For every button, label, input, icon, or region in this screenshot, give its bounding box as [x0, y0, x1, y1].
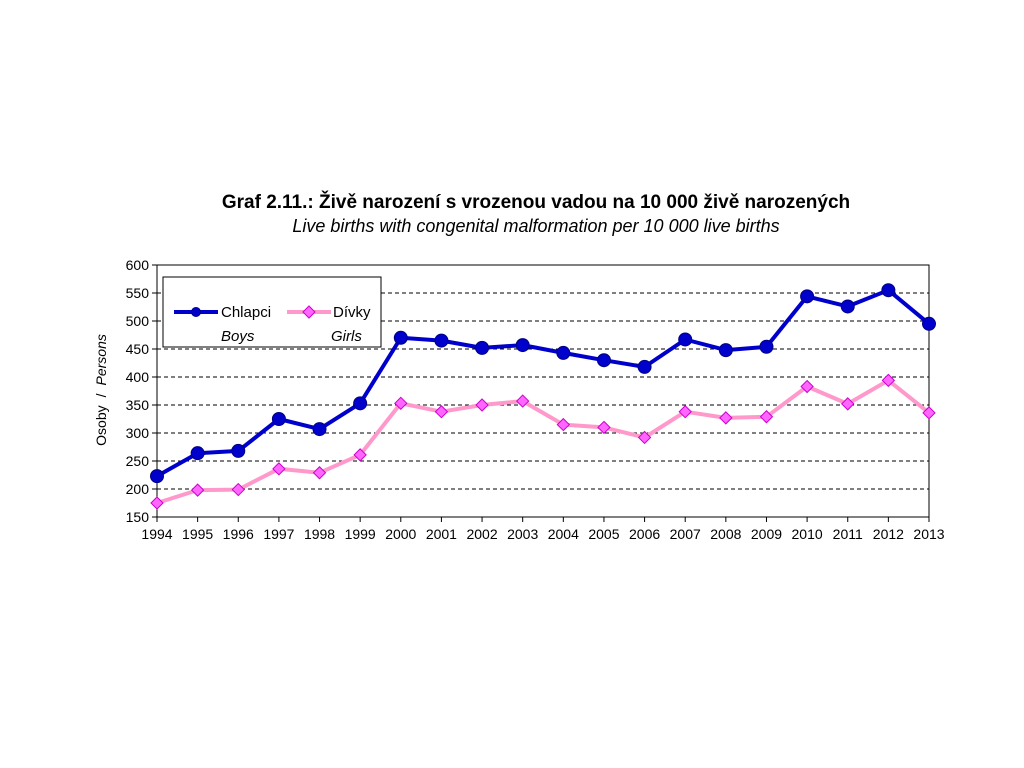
data-point-girls	[434, 405, 449, 419]
series-line-1	[156, 378, 931, 505]
data-point-girls	[150, 496, 164, 510]
data-point-girls	[475, 398, 489, 412]
data-point-boys	[840, 299, 855, 314]
data-point-girls	[190, 483, 205, 497]
legend-boys-marker	[191, 307, 201, 317]
y-axis-label: Osoby / Persons	[93, 334, 109, 446]
data-point-girls	[231, 482, 245, 497]
chart-title: Graf 2.11.: Živě narození s vrozenou vad…	[222, 191, 850, 213]
x-tick-label: 2005	[588, 526, 619, 542]
y-tick-label: 450	[126, 341, 150, 357]
chart-subtitle: Live births with congenital malformation…	[292, 216, 779, 236]
legend-girls-label: Dívky	[333, 304, 371, 321]
x-tick-label: 1997	[263, 526, 294, 542]
y-axis-ticks: 150 200 250 300 350 400 450 500 550 600	[126, 257, 157, 525]
data-point-girls	[800, 379, 814, 394]
data-point-girls	[678, 405, 692, 419]
data-point-boys	[353, 396, 368, 411]
x-tick-label: 2010	[792, 526, 823, 542]
x-tick-label: 1999	[345, 526, 376, 542]
y-tick-label: 500	[126, 313, 150, 329]
data-point-boys	[190, 446, 205, 461]
data-point-boys	[596, 353, 611, 368]
data-point-girls	[597, 420, 611, 435]
y-axis-label-cz: Osoby	[93, 405, 109, 445]
data-point-boys	[759, 339, 774, 354]
x-tick-label: 2004	[548, 526, 579, 542]
x-tick-label: 2003	[507, 526, 538, 542]
data-point-boys	[515, 338, 530, 353]
y-tick-label: 600	[126, 257, 150, 273]
data-point-boys	[393, 330, 408, 345]
x-tick-label: 2012	[873, 526, 904, 542]
x-axis-ticks: 1994 1995 1996 1997 1998 1999 2000 2001 2002 2003…	[141, 517, 945, 542]
y-tick-label: 350	[126, 397, 150, 413]
y-tick-label: 550	[126, 285, 150, 301]
y-axis-label-sep: /	[93, 393, 109, 397]
data-point-boys	[231, 443, 246, 458]
x-tick-label: 2009	[751, 526, 782, 542]
x-tick-label: 1995	[182, 526, 213, 542]
data-point-boys	[800, 289, 815, 304]
x-tick-label: 2006	[629, 526, 660, 542]
legend-boys-label: Chlapci	[221, 304, 271, 321]
data-point-girls	[353, 448, 367, 462]
x-tick-label: 2011	[833, 526, 863, 542]
data-point-boys	[922, 316, 936, 331]
data-point-boys	[150, 469, 164, 484]
x-tick-label: 2002	[466, 526, 497, 542]
data-point-boys	[434, 333, 449, 348]
series-markers	[150, 283, 936, 510]
data-point-boys	[312, 422, 327, 437]
data-point-boys	[637, 359, 652, 374]
x-tick-label: 2013	[913, 526, 944, 542]
data-point-girls	[312, 466, 327, 480]
x-tick-label: 2000	[385, 526, 416, 542]
data-point-girls	[272, 462, 286, 476]
x-tick-label: 2007	[670, 526, 701, 542]
data-point-girls	[881, 373, 896, 388]
y-tick-label: 250	[126, 453, 150, 469]
data-point-girls	[719, 411, 733, 425]
y-tick-label: 200	[126, 481, 150, 497]
legend-girls-marker	[302, 305, 316, 319]
x-tick-label: 1996	[223, 526, 254, 542]
data-point-girls	[841, 397, 855, 411]
y-tick-label: 150	[126, 509, 150, 525]
data-point-boys	[678, 332, 693, 347]
legend-boys-sublabel: Boys	[221, 328, 255, 345]
data-point-girls	[637, 430, 652, 445]
data-point-girls	[556, 417, 571, 432]
data-point-boys	[881, 283, 896, 298]
data-point-boys	[556, 345, 571, 360]
x-tick-label: 2008	[710, 526, 741, 542]
legend: Chlapci Boys Dívky Girls	[162, 276, 382, 348]
x-tick-label: 1998	[304, 526, 335, 542]
y-tick-label: 400	[126, 369, 150, 385]
y-tick-label: 300	[126, 425, 150, 441]
data-point-boys	[271, 412, 286, 426]
x-tick-label: 1994	[141, 526, 172, 542]
data-point-girls	[394, 396, 408, 411]
data-point-boys	[718, 343, 733, 358]
data-point-girls	[922, 406, 936, 420]
data-point-girls	[759, 410, 774, 424]
legend-girls-sublabel: Girls	[331, 328, 362, 345]
data-point-boys	[475, 340, 490, 355]
y-axis-label-en: Persons	[93, 334, 109, 385]
x-tick-label: 2001	[426, 526, 457, 542]
data-point-girls	[515, 394, 530, 408]
